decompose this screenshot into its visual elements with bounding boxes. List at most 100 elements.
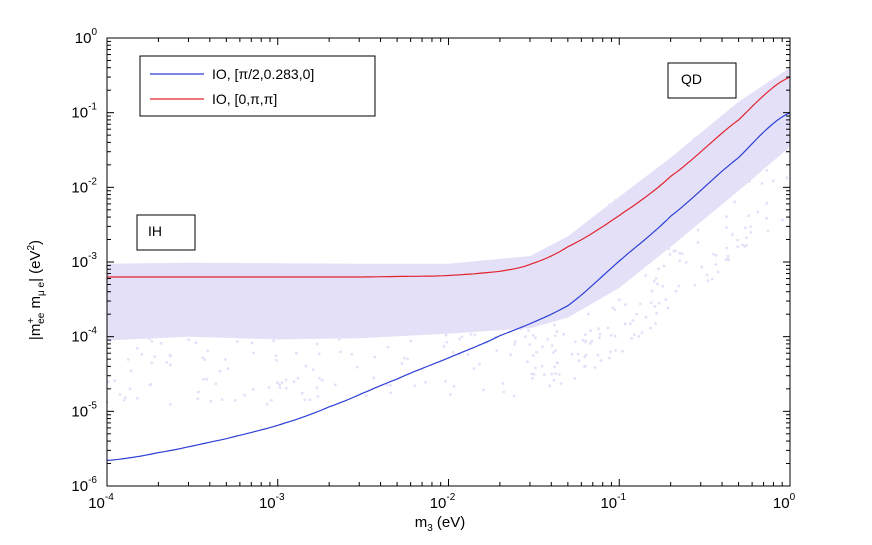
scatter-point [118,393,122,396]
scatter-point [509,353,512,357]
scatter-point [725,226,728,229]
scatter-point [127,268,130,271]
scatter-point [666,306,670,310]
scatter-point [593,366,597,369]
scatter-point [202,377,205,381]
x-axis-label-sub: 3 [427,523,433,534]
scatter-point [280,381,284,384]
scatter-point [460,335,464,339]
scatter-point [611,306,615,309]
x-axis-label-main: m [415,514,428,531]
y-axis-label-pre: |m [27,324,44,340]
scatter-point [743,100,746,104]
scatter-point [300,391,304,395]
scatter-point [356,265,359,269]
scatter-point [534,336,537,340]
scatter-point [531,376,534,380]
scatter-point [583,232,586,235]
scatter-point [444,379,447,383]
scatter-point [409,339,413,343]
scatter-point [608,356,611,360]
scatter-point [214,271,218,275]
scatter-point [714,263,718,266]
scatter-point [252,351,256,355]
scatter-point [550,344,554,347]
scatter-point [316,395,320,398]
scatter-point [136,263,139,266]
scatter-point [451,350,455,354]
scatter-point [372,376,376,380]
scatter-point [606,326,610,330]
scatter-point [334,267,337,270]
scatter-point [532,372,536,376]
scatter-point [403,356,406,360]
scatter-point [644,315,648,319]
scatter-point [124,396,127,399]
scatter-point [205,269,208,273]
legend-label-red: IO, [0,π,π] [212,91,277,107]
scatter-point [555,361,559,364]
x-tick-label: 100 [773,492,796,512]
scatter-point [267,386,271,389]
scatter-point [203,358,207,361]
scatter-point [554,349,557,352]
scatter-point [546,337,550,341]
scatter-point [765,216,768,220]
scatter-point [555,330,559,333]
scatter-point [386,345,390,349]
scatter-point [667,247,671,251]
scatter-point [165,361,169,364]
scatter-point [614,349,617,352]
scatter-point [584,227,588,230]
scatter-point [726,120,730,123]
scatter-point [311,368,315,371]
scatter-point [194,341,198,344]
x-tick-label: 10-3 [259,492,285,512]
scatter-point [150,361,154,365]
scatter-point [296,376,300,380]
scatter-point [385,383,389,387]
y-axis-label-sup2: 2 [26,245,37,251]
scatter-point [747,214,750,218]
scatter-point [678,259,682,262]
y-tick-label: 10-1 [71,102,97,122]
scatter-point [672,249,676,253]
scatter-point [168,363,172,367]
scatter-point [736,105,739,108]
annotation-qd-label: QD [681,71,702,87]
scatter-point [209,399,213,403]
scatter-point [654,277,658,280]
scatter-point [106,380,110,384]
scatter-point [589,221,592,224]
scatter-point [153,268,156,271]
scatter-point [650,289,654,293]
scatter-point [452,269,456,272]
axis-ticks [106,37,791,487]
y-tick-label: 100 [75,27,98,47]
scatter-point [696,137,700,140]
y-axis-label-mid: m [27,296,44,313]
scatter-point [452,385,456,388]
scatter-point [766,229,770,233]
scatter-point [548,251,551,254]
scatter-point [724,258,728,261]
scatter-point [315,342,319,346]
annotation-qd-box [667,62,737,99]
scatter-point [727,117,730,120]
scatter-point [541,345,544,349]
scatter-point [725,246,729,250]
scatter-point [168,272,171,275]
scatter-point [118,268,122,272]
scatter-point [303,398,307,402]
y-axis-label-sup1: + [26,318,37,324]
scatter-point [389,391,393,395]
scatter-point [581,338,585,342]
scatter-point [252,270,255,273]
scatter-point [555,243,559,246]
x-tick-label: 10-2 [430,492,456,512]
annotation-ih: IH [136,214,196,251]
scatter-point [656,282,659,286]
scatter-point [150,263,153,266]
scatter-point [205,377,209,381]
scatter-point [275,358,278,362]
